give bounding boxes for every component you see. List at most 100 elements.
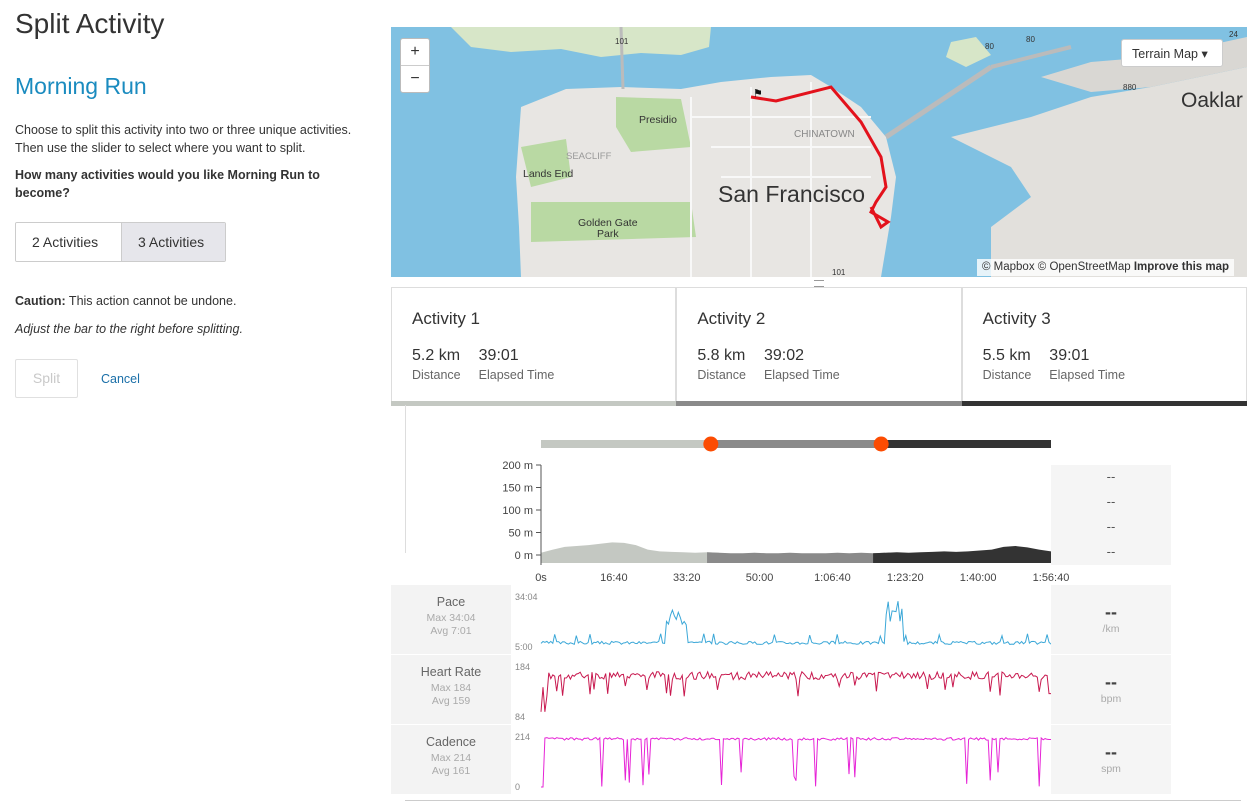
elevation-y-tick-label: 0 m: [515, 550, 533, 562]
elapsed-time-value: 39:01: [1049, 347, 1090, 364]
map-label-chinatown: CHINATOWN: [794, 129, 855, 140]
map-attribution: © Mapbox © OpenStreetMap Improve this ma…: [977, 259, 1235, 276]
slider-handle[interactable]: [703, 436, 719, 452]
metric-value-panel: -- bpm: [1051, 655, 1171, 724]
map-label-hwy-880: 880: [1123, 83, 1137, 92]
map-label-hwy-101b: 101: [832, 268, 846, 277]
cancel-link[interactable]: Cancel: [101, 372, 140, 386]
metric-trace: [541, 736, 1051, 788]
svg-text:⚑: ⚑: [753, 88, 763, 100]
map-zoom-controls: + −: [400, 38, 430, 93]
activity-title: Activity 1: [412, 309, 481, 328]
map-canvas: ⚑ San Francisco Oaklar Presidio Lands En…: [391, 27, 1247, 277]
zoom-out-button[interactable]: −: [410, 70, 420, 87]
slider-handle[interactable]: [873, 436, 889, 452]
elevation-y-tick-label: 200 m: [502, 460, 533, 472]
metric-label-panel: Pace Max 34:04 Avg 7:01: [391, 585, 511, 654]
metric-unit: spm: [1101, 763, 1121, 775]
elevation-y-tick-label: 100 m: [502, 505, 533, 517]
map-label-hwy-101a: 101: [615, 37, 629, 46]
heart-rate-chart: 184 84: [515, 662, 1051, 722]
map-label-oakland: Oaklar: [1181, 89, 1243, 112]
elapsed-time-label: Elapsed Time: [1049, 368, 1126, 382]
split-slider[interactable]: [541, 436, 1051, 452]
map-label-lands-end: Lands End: [523, 168, 573, 180]
elevation-value: --: [1106, 519, 1116, 534]
split-count-question: How many activities would you like Morni…: [15, 168, 320, 200]
option-2-activities[interactable]: 2 Activities: [16, 223, 122, 261]
metric-name: Heart Rate: [420, 665, 482, 679]
distance-label: Distance: [697, 368, 746, 382]
elapsed-time-value: 39:01: [478, 347, 519, 364]
activity-name: Morning Run: [15, 73, 147, 99]
split-button[interactable]: Split: [15, 359, 78, 398]
elevation-y-tick-label: 50 m: [509, 528, 533, 540]
adjust-hint: Adjust the bar to the right before split…: [15, 322, 243, 336]
divider: [405, 405, 406, 553]
elevation-x-axis: 0s 16:40 33:20 50:00 1:06:40 1:23:20 1:40:00 1:…: [535, 572, 1069, 584]
elevation-plot: [541, 542, 1051, 563]
elevation-x-tick-label: 1:40:00: [960, 572, 997, 584]
metric-name: Pace: [436, 595, 466, 609]
map-label-golden-gate: Golden Gate: [578, 217, 638, 229]
elevation-value: --: [1106, 544, 1116, 559]
pace-chart: 34:04 5:00: [515, 592, 1051, 652]
metric-axis-bottom-label: 84: [515, 712, 525, 722]
description: Choose to split this activity into two o…: [15, 123, 352, 155]
metric-avg: Avg 7:01: [430, 625, 472, 637]
improve-map-link[interactable]: Improve this map: [1133, 261, 1230, 273]
elevation-y-tick-label: 150 m: [502, 483, 533, 495]
metric-value-panel: -- /km: [1051, 585, 1171, 654]
map-label-hwy-80b: 80: [1026, 35, 1035, 44]
metric-row-cadence: Cadence Max 214 Avg 161 214 0 -- spm: [391, 725, 1247, 794]
metric-value: --: [1105, 602, 1117, 622]
elevation-x-tick-label: 16:40: [600, 572, 628, 584]
metric-trace: [540, 601, 1051, 646]
metric-value: --: [1105, 672, 1117, 692]
elevation-value: --: [1106, 494, 1116, 509]
distance-value: 5.5 km: [982, 347, 1031, 364]
split-count-toggle: 2 Activities 3 Activities: [15, 222, 226, 262]
metric-axis-bottom-label: 5:00: [515, 642, 533, 652]
resize-handle[interactable]: [814, 280, 824, 287]
metric-unit: /km: [1102, 623, 1120, 635]
elapsed-time-value: 39:02: [763, 347, 805, 364]
metric-row-heart-rate: Heart Rate Max 184 Avg 159 184 84 -- bpm: [391, 655, 1247, 724]
activity-card-2: Activity 2 5.8 km Distance 39:02 Elapsed T…: [676, 287, 962, 406]
attribution-text: © Mapbox © OpenStreetMap: [982, 261, 1134, 273]
elevation-area: [707, 552, 885, 563]
metric-name: Cadence: [425, 735, 477, 749]
caution-message: This action cannot be undone.: [65, 294, 237, 308]
metric-value-panel: -- spm: [1051, 725, 1171, 794]
distance-value: 5.2 km: [412, 347, 461, 364]
map-label-hwy-80: 80: [985, 42, 994, 51]
distance-label: Distance: [412, 368, 461, 382]
elevation-x-tick-label: 1:56:40: [1033, 572, 1070, 584]
distance-label: Distance: [982, 368, 1032, 382]
option-3-activities[interactable]: 3 Activities: [122, 223, 225, 261]
metric-axis-top-label: 214: [515, 732, 530, 742]
slider-segment: [710, 440, 882, 448]
route-map[interactable]: ⚑ San Francisco Oaklar Presidio Lands En…: [391, 27, 1247, 277]
metric-value: --: [1105, 742, 1117, 762]
map-style-dropdown[interactable]: Terrain Map ▾: [1121, 39, 1223, 67]
elevation-area: [541, 542, 719, 563]
map-style-label: Terrain Map: [1132, 47, 1198, 61]
metric-max: Max 214: [430, 752, 472, 764]
metric-trace: [540, 670, 1051, 712]
map-label-seacliff: SEACLIFF: [566, 151, 612, 162]
metric-axis-bottom-label: 0: [515, 782, 520, 792]
zoom-in-button[interactable]: +: [401, 39, 429, 66]
caution-text: Caution: This action cannot be undone.: [15, 294, 236, 308]
map-label-presidio: Presidio: [639, 114, 677, 126]
elevation-area: [873, 546, 1051, 563]
elevation-y-axis: 200 m 150 m 100 m 50 m 0 m: [502, 460, 542, 565]
activity-title: Activity 3: [982, 309, 1051, 328]
metric-avg: Avg 159: [431, 695, 471, 707]
elevation-x-tick-label: 50:00: [746, 572, 774, 584]
elevation-x-tick-label: 1:06:40: [814, 572, 851, 584]
metric-label-panel: Cadence Max 214 Avg 161: [391, 725, 511, 794]
divider: [405, 800, 1241, 801]
metric-max: Max 184: [430, 682, 472, 694]
metric-label-panel: Heart Rate Max 184 Avg 159: [391, 655, 511, 724]
